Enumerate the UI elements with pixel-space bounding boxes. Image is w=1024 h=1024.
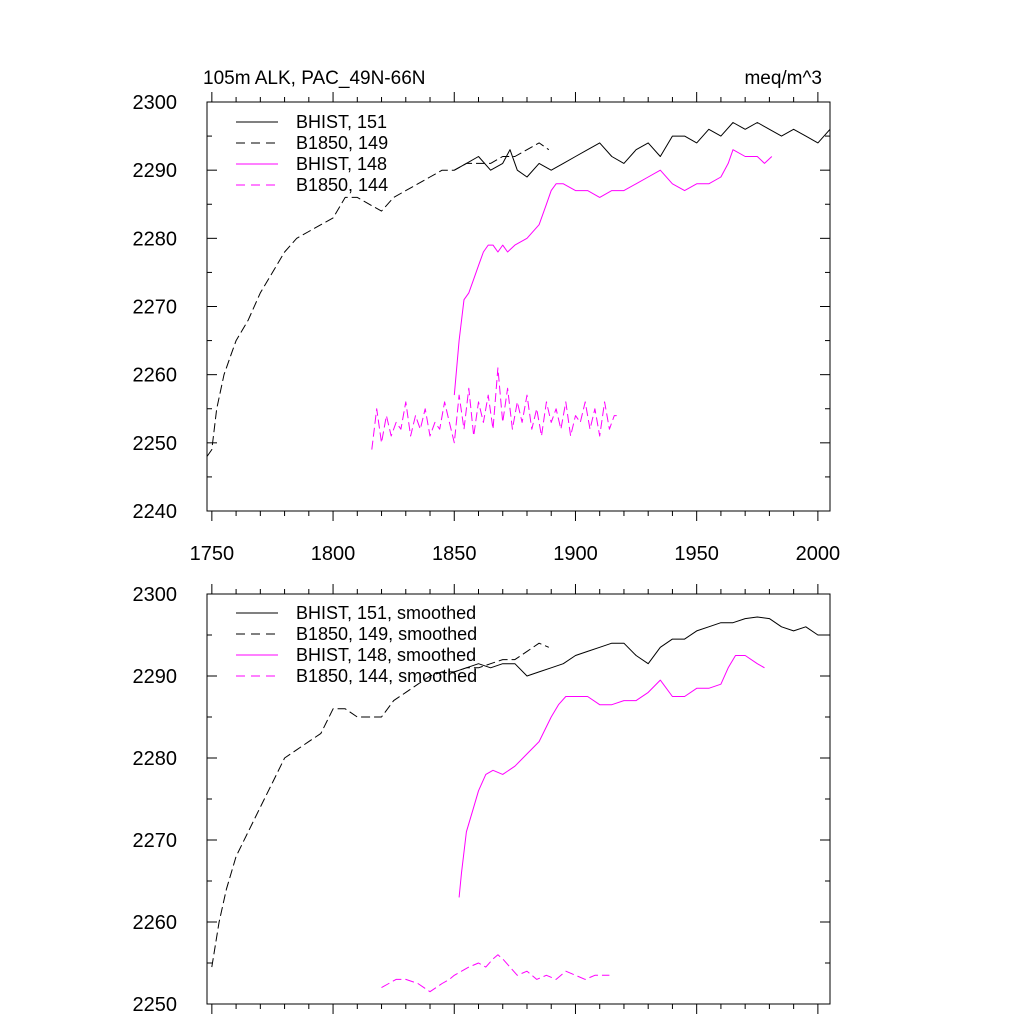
series-line-4 [381, 954, 610, 993]
chart-title: 105m ALK, PAC_49N-66N [203, 68, 426, 89]
y-tick-label: 2280 [133, 228, 178, 250]
y-tick-label: 2280 [133, 748, 178, 770]
y-tick-label: 2240 [133, 501, 178, 523]
series-line-1 [454, 122, 831, 178]
y-tick-label: 2270 [133, 297, 178, 319]
legend-label: B1850, 149 [296, 133, 388, 153]
bottom-panel: 2250 2260 2270 2280 2290 2300 BHIST, 151, smoo… [133, 584, 831, 1016]
x-tick-label: 2000 [796, 543, 841, 565]
top-panel: 2240 2250 2260 2270 2280 2290 2300 1750 1800 1850… [133, 68, 841, 565]
y-tick-label: 2260 [133, 912, 178, 934]
x-tick-label: 1900 [553, 543, 598, 565]
y-tick-label: 2300 [133, 584, 178, 606]
legend-label: B1850, 149, smoothed [296, 624, 477, 644]
series-line-2 [211, 642, 549, 968]
legend-label: BHIST, 148, smoothed [296, 645, 476, 665]
y-tick-label: 2250 [133, 433, 178, 455]
y-tick-label: 2290 [133, 666, 178, 688]
y-tick-label: 2270 [133, 830, 178, 852]
series-line-4 [371, 367, 617, 450]
x-tick-label: 1800 [311, 543, 356, 565]
series-line-3 [458, 655, 765, 898]
series-line-2 [206, 142, 550, 457]
series-line-3 [453, 149, 773, 396]
y-tick-label: 2290 [133, 160, 178, 182]
legend-label: B1850, 144 [296, 175, 388, 195]
legend-label: BHIST, 151, smoothed [296, 603, 476, 623]
legend-label: BHIST, 151 [296, 112, 387, 132]
y-tick-label: 2250 [133, 994, 178, 1016]
x-tick-label: 1850 [432, 543, 477, 565]
units-label: meq/m^3 [744, 68, 822, 89]
legend-label: BHIST, 148 [296, 154, 387, 174]
y-tick-label: 2300 [133, 92, 178, 114]
x-tick-label: 1950 [674, 543, 719, 565]
y-tick-label: 2260 [133, 365, 178, 387]
legend-label: B1850, 144, smoothed [296, 666, 477, 686]
series-line-1 [454, 616, 826, 677]
x-tick-label: 1750 [190, 543, 235, 565]
